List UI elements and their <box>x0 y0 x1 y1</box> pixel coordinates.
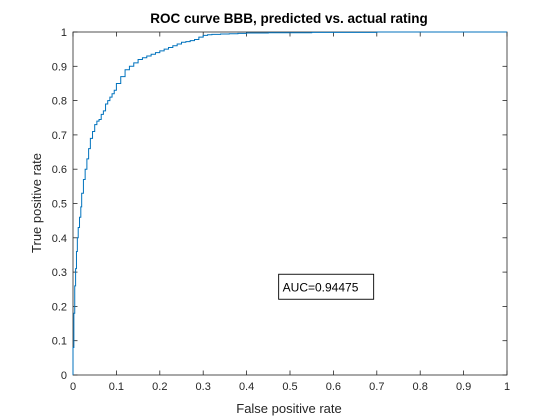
axes-box <box>72 31 508 376</box>
x-tick-label: 0 <box>70 381 76 393</box>
y-tick-label: 0.5 <box>52 199 67 211</box>
x-tick-label: 0.8 <box>413 381 428 393</box>
y-tick-label: 0.3 <box>52 267 67 279</box>
y-tick-label: 0.6 <box>52 164 67 176</box>
y-tick-label: 0.8 <box>52 96 67 108</box>
auc-annotation-box <box>278 273 375 300</box>
x-tick-label: 0.1 <box>109 381 124 393</box>
x-tick-label: 0.2 <box>152 381 167 393</box>
y-tick-label: 1 <box>61 27 67 39</box>
x-tick-label: 0.4 <box>239 381 254 393</box>
y-tick-label: 0.9 <box>52 61 67 73</box>
roc-curve-line <box>72 31 507 375</box>
y-tick-label: 0.7 <box>52 130 67 142</box>
y-tick-label: 0.4 <box>52 233 67 245</box>
x-tick-label: 1 <box>504 381 510 393</box>
y-tick-label: 0 <box>61 370 67 382</box>
y-axis-label: True positive rate <box>29 153 44 253</box>
x-tick-label: 0.9 <box>456 381 471 393</box>
x-tick-label: 0.6 <box>326 381 341 393</box>
y-tick-label: 0.2 <box>52 301 67 313</box>
x-tick-label: 0.3 <box>196 381 211 393</box>
y-tick-label: 0.1 <box>52 336 67 348</box>
x-tick-label: 0.5 <box>282 381 297 393</box>
auc-annotation-text: AUC=0.94475 <box>283 280 359 294</box>
plot-area: 0 0.1 0.2 0.3 0.4 0.5 0.6 0.7 0.8 0.9 1 0 0.1 0.2 0.3 0… <box>52 27 510 393</box>
x-tick-label: 0.7 <box>369 381 384 393</box>
x-axis-label: False positive rate <box>236 401 342 416</box>
chart-title: ROC curve BBB, predicted vs. actual rati… <box>150 11 428 26</box>
